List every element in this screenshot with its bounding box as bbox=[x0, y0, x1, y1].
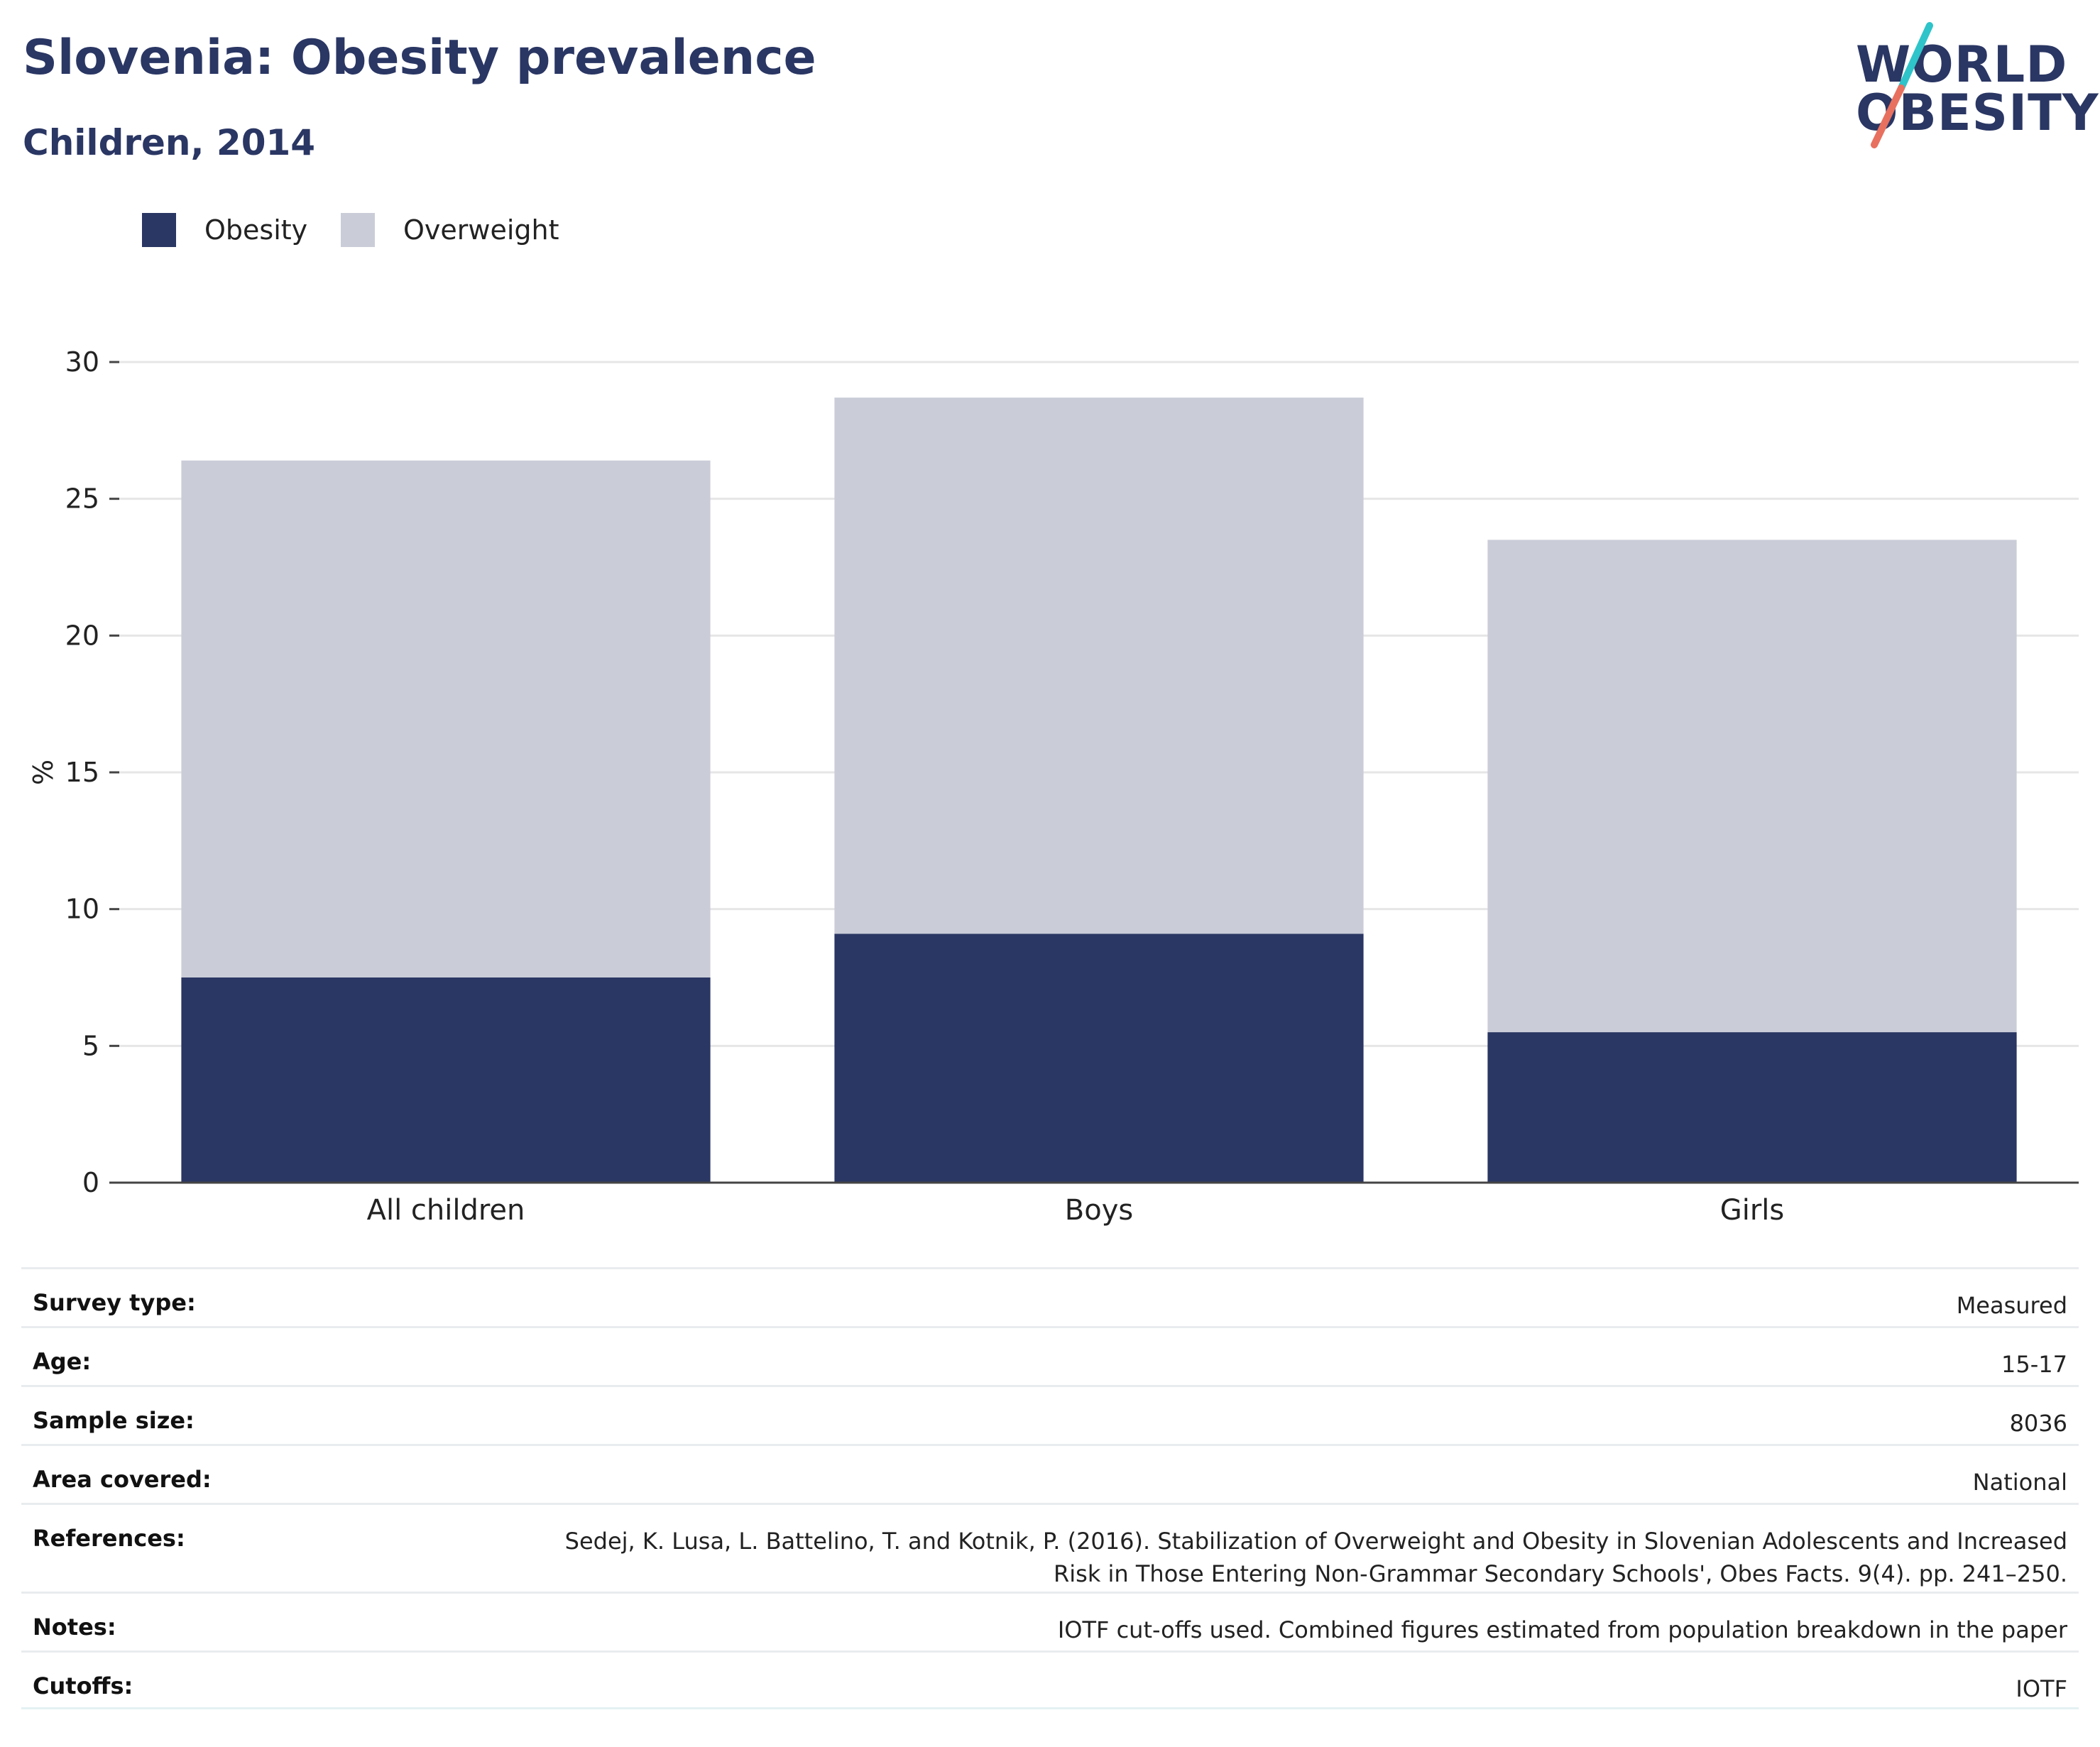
info-key: Sample size: bbox=[33, 1407, 195, 1434]
bar-obesity-girls[interactable] bbox=[1487, 1032, 2017, 1183]
bar-overweight-girls[interactable] bbox=[1487, 540, 2017, 1033]
info-key: References: bbox=[33, 1525, 185, 1552]
x-tick-label: Girls bbox=[1720, 1194, 1785, 1227]
legend-item-obesity[interactable]: Obesity bbox=[142, 210, 307, 250]
world-obesity-logo: WORLD OBESITY bbox=[1846, 20, 2099, 155]
chart-title: Slovenia: Obesity prevalence bbox=[23, 30, 816, 86]
info-key: Survey type: bbox=[33, 1289, 196, 1316]
info-row-area-covered: Area covered: National bbox=[21, 1444, 2079, 1503]
info-row-survey-type: Survey type: Measured bbox=[21, 1267, 2079, 1326]
y-axis-ticks: 0 5 10 15 20 25 30 bbox=[65, 346, 119, 1198]
info-row-notes: Notes: IOTF cut-offs used. Combined figu… bbox=[21, 1592, 2079, 1650]
legend-label-overweight: Overweight bbox=[403, 214, 559, 246]
info-value: Sedej, K. Lusa, L. Battelino, T. and Kot… bbox=[564, 1528, 2067, 1587]
y-tick-label: 15 bbox=[65, 757, 99, 788]
survey-info-table: Survey type: Measured Age: 15-17 Sample … bbox=[21, 1267, 2079, 1709]
stacked-bar-chart: 0 5 10 15 20 25 30 All children Boys Girls % bbox=[28, 346, 2079, 1227]
info-value: IOTF cut-offs used. Combined figures est… bbox=[1057, 1616, 2067, 1643]
bar-overweight-boys[interactable] bbox=[834, 398, 1364, 934]
legend-swatch-obesity bbox=[142, 213, 176, 247]
info-value: 8036 bbox=[2009, 1410, 2067, 1437]
x-tick-label: Boys bbox=[1065, 1194, 1133, 1227]
x-tick-label: All children bbox=[367, 1194, 525, 1227]
legend-item-overweight[interactable]: Overweight bbox=[341, 210, 559, 250]
info-key: Area covered: bbox=[33, 1466, 212, 1493]
y-tick-label: 10 bbox=[65, 894, 99, 925]
bar-obesity-all-children[interactable] bbox=[181, 977, 711, 1183]
chart-subtitle: Children, 2014 bbox=[23, 122, 316, 163]
y-tick-label: 5 bbox=[82, 1030, 99, 1061]
bar-overweight-all-children[interactable] bbox=[181, 460, 711, 977]
y-tick-label: 30 bbox=[65, 346, 99, 378]
info-key: Notes: bbox=[33, 1614, 116, 1641]
y-tick-label: 20 bbox=[65, 620, 99, 651]
logo-slash-icon bbox=[1871, 22, 1933, 148]
info-row-cutoffs: Cutoffs: IOTF bbox=[21, 1650, 2079, 1709]
info-value: Measured bbox=[1956, 1292, 2067, 1319]
x-axis-labels: All children Boys Girls bbox=[367, 1194, 1785, 1227]
bar-obesity-boys[interactable] bbox=[834, 933, 1364, 1183]
info-value: National bbox=[1972, 1469, 2067, 1496]
info-row-sample-size: Sample size: 8036 bbox=[21, 1385, 2079, 1444]
info-value: IOTF bbox=[2016, 1675, 2067, 1702]
y-axis-label: % bbox=[28, 760, 59, 785]
info-row-age: Age: 15-17 bbox=[21, 1326, 2079, 1385]
logo-word-world: WORLD bbox=[1856, 35, 2068, 94]
y-tick-label: 25 bbox=[65, 483, 99, 515]
info-key: Age: bbox=[33, 1348, 92, 1375]
info-value: 15-17 bbox=[2001, 1351, 2067, 1378]
bars bbox=[181, 398, 2017, 1183]
legend-swatch-overweight bbox=[341, 213, 375, 247]
y-tick-label: 0 bbox=[82, 1167, 99, 1198]
legend-label-obesity: Obesity bbox=[204, 214, 308, 246]
info-key: Cutoffs: bbox=[33, 1672, 133, 1699]
info-row-references: References: Sedej, K. Lusa, L. Battelino… bbox=[21, 1503, 2079, 1592]
